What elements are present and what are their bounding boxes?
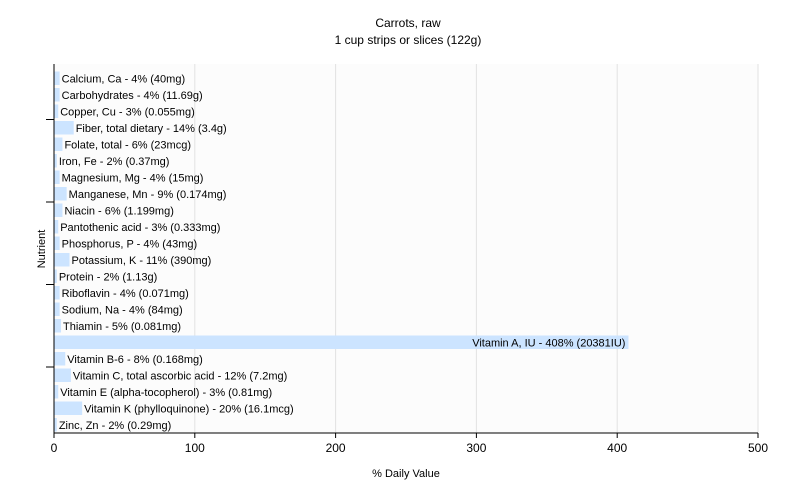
bar	[54, 170, 60, 185]
bar-label: Iron, Fe - 2% (0.37mg)	[59, 156, 170, 168]
bar	[54, 285, 60, 300]
bar-label: Potassium, K - 11% (390mg)	[71, 255, 211, 267]
bar	[54, 71, 60, 86]
bar-label: Vitamin K (phylloquinone) - 20% (16.1mcg…	[84, 403, 294, 415]
bar	[54, 137, 63, 152]
bar	[54, 153, 57, 168]
bar-label: Sodium, Na - 4% (84mg)	[62, 304, 183, 316]
x-axis-label: % Daily Value	[372, 468, 440, 480]
chart-title: Carrots, raw	[375, 16, 441, 30]
bar-label: Vitamin A, IU - 408% (20381IU)	[472, 337, 625, 349]
bar-label: Pantothenic acid - 3% (0.333mg)	[60, 222, 220, 234]
bar	[54, 104, 59, 119]
bar-label: Magnesium, Mg - 4% (15mg)	[62, 172, 204, 184]
bar	[54, 401, 83, 416]
bar	[54, 368, 71, 383]
bar	[54, 203, 63, 218]
y-axis-label: Nutrient	[36, 230, 48, 269]
bar-label: Zinc, Zn - 2% (0.29mg)	[59, 420, 171, 432]
bar	[54, 302, 60, 317]
bar-label: Folate, total - 6% (23mcg)	[64, 139, 191, 151]
plot-area: Calcium, Ca - 4% (40mg) Carbohydrates - 4…	[46, 64, 768, 455]
bar	[54, 186, 67, 201]
bar	[54, 219, 59, 234]
bar	[54, 335, 629, 350]
bar	[54, 318, 62, 333]
bar-label: Niacin - 6% (1.199mg)	[64, 205, 173, 217]
x-tick-label: 500	[748, 441, 768, 455]
x-tick-label: 100	[185, 441, 205, 455]
bar	[54, 252, 70, 267]
bar-label: Riboflavin - 4% (0.071mg)	[62, 288, 189, 300]
x-tick-label: 400	[607, 441, 627, 455]
bar-label: Thiamin - 5% (0.081mg)	[63, 321, 181, 333]
plot-background	[54, 64, 758, 433]
bar-label: Phosphorus, P - 4% (43mg)	[62, 238, 198, 250]
bar-label: Calcium, Ca - 4% (40mg)	[62, 73, 185, 85]
bar-label: Vitamin C, total ascorbic acid - 12% (7.…	[73, 370, 287, 382]
bar-label: Carbohydrates - 4% (11.69g)	[62, 90, 203, 102]
bar-label: Vitamin B-6 - 8% (0.168mg)	[67, 354, 203, 366]
bar-label: Manganese, Mn - 9% (0.174mg)	[69, 189, 227, 201]
chart-subtitle: 1 cup strips or slices (122g)	[335, 33, 482, 47]
x-tick-label: 0	[51, 441, 58, 455]
bar-label: Fiber, total dietary - 14% (3.4g)	[76, 123, 227, 135]
bar-label: Vitamin E (alpha-tocopherol) - 3% (0.81m…	[60, 387, 272, 399]
bar	[54, 120, 74, 135]
bar	[54, 351, 66, 366]
x-tick-label: 300	[466, 441, 486, 455]
x-tick-label: 200	[326, 441, 346, 455]
bar	[54, 87, 60, 102]
bar-label: Protein - 2% (1.13g)	[59, 271, 157, 283]
bar-label: Copper, Cu - 3% (0.055mg)	[60, 106, 195, 118]
bar	[54, 269, 57, 284]
bar	[54, 417, 57, 432]
bar	[54, 384, 59, 399]
bar	[54, 236, 60, 251]
